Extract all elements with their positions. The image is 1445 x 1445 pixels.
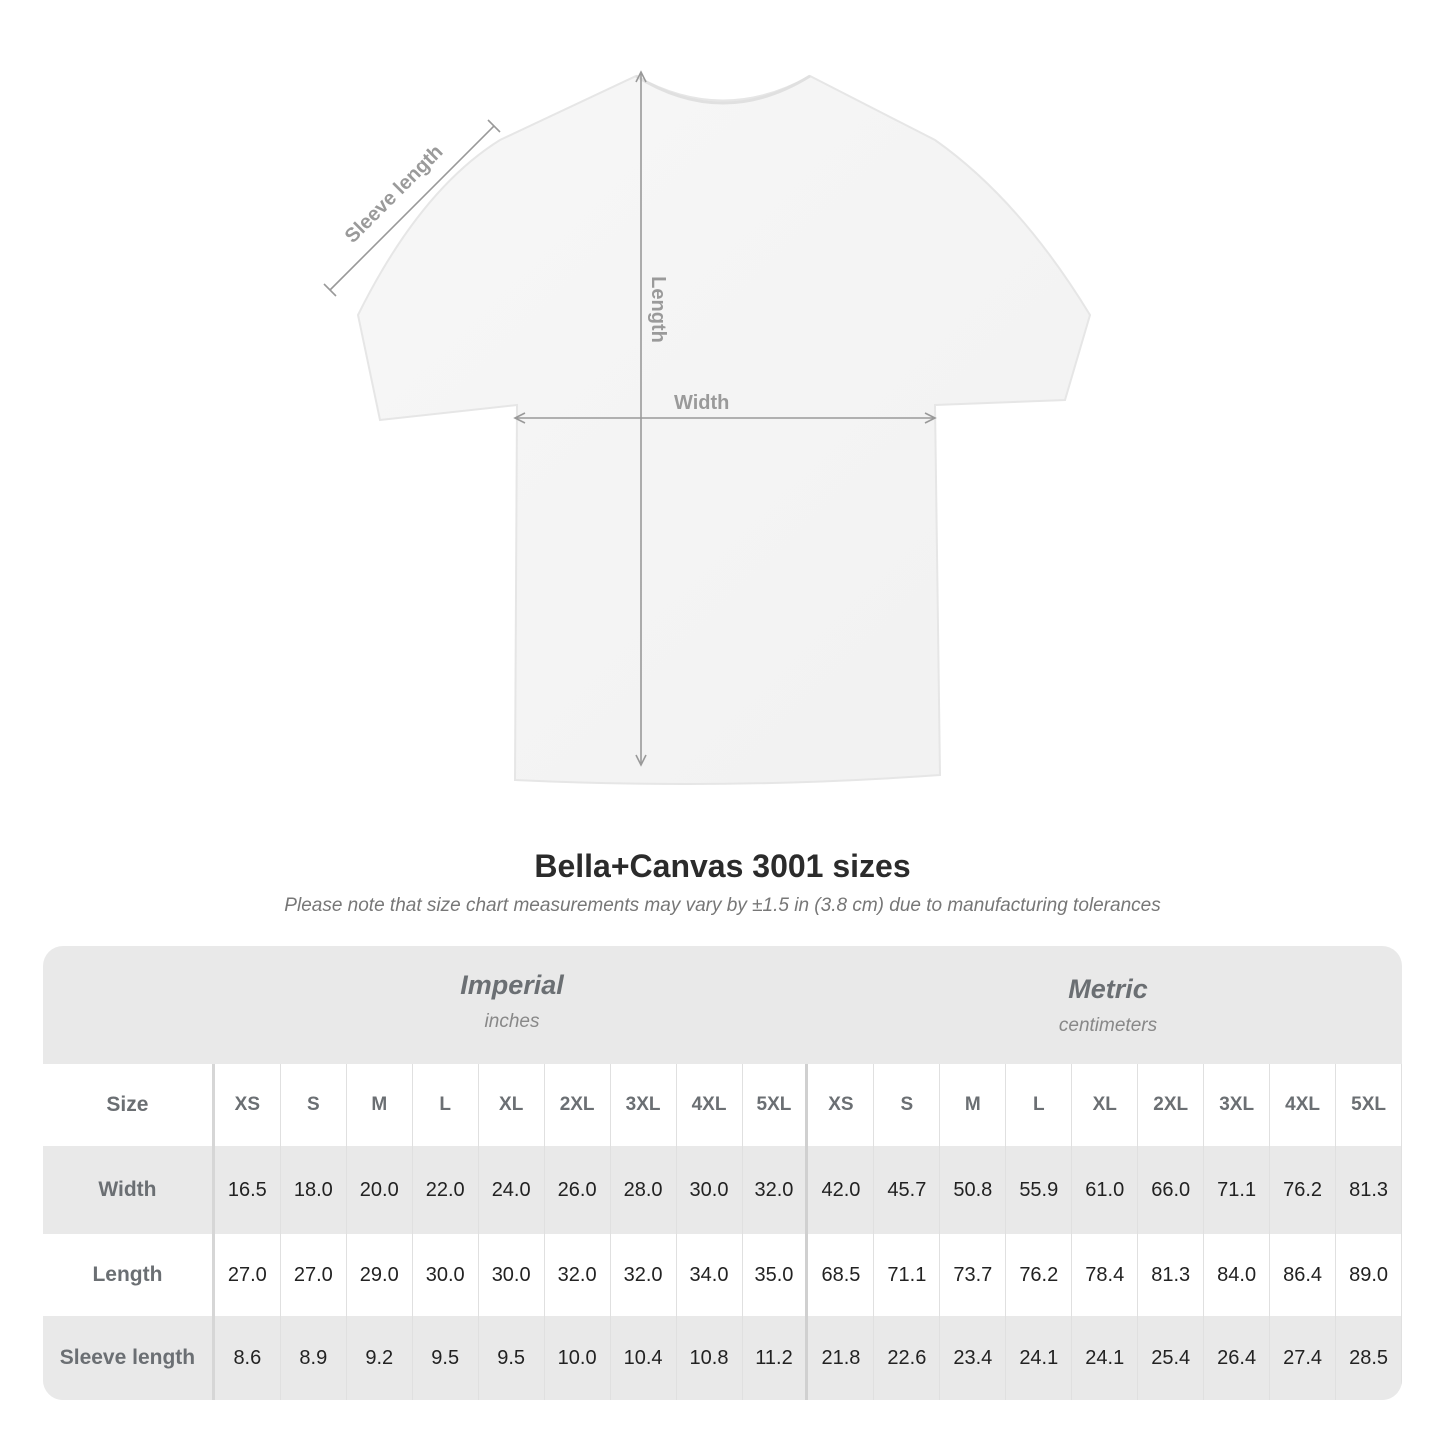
table-cell: 18.0 <box>281 1146 347 1234</box>
table-cell: 10.8 <box>677 1316 743 1400</box>
table-cell: 24.0 <box>479 1146 545 1234</box>
table-cell: 10.4 <box>611 1316 677 1400</box>
table-cell: 66.0 <box>1138 1146 1205 1234</box>
table-cell: 35.0 <box>743 1234 809 1316</box>
table-cell: 8.6 <box>215 1316 281 1400</box>
collar <box>635 74 811 105</box>
table-cell: 29.0 <box>347 1234 413 1316</box>
size-header-cell: 2XL <box>1138 1064 1205 1146</box>
size-header-cell: S <box>281 1064 347 1146</box>
table-cell: 30.0 <box>479 1234 545 1316</box>
table-cell: 25.4 <box>1138 1316 1205 1400</box>
size-header-cell: S <box>874 1064 941 1146</box>
table-cell: 73.7 <box>940 1234 1007 1316</box>
size-header-row: Size XS S M L XL 2XL 3XL 4XL 5XL XS S M L XL 2XL 3XL 4XL 5… <box>43 1064 1402 1146</box>
table-cell: 30.0 <box>413 1234 479 1316</box>
metric-header: Metric centimeters <box>811 974 1402 1037</box>
table-cell: 24.1 <box>1072 1316 1139 1400</box>
imperial-heading: Imperial <box>460 970 564 1000</box>
table-row: Sleeve length 8.6 8.9 9.2 9.5 9.5 10.0 10.4 10.8… <box>43 1316 1402 1400</box>
imperial-unit: inches <box>484 1011 540 1032</box>
table-cell: 27.4 <box>1270 1316 1337 1400</box>
table-cell: 9.5 <box>413 1316 479 1400</box>
table-cell: 9.2 <box>347 1316 413 1400</box>
table-cell: 28.5 <box>1336 1316 1402 1400</box>
table-cell: 22.6 <box>874 1316 941 1400</box>
table-cell: 23.4 <box>940 1316 1007 1400</box>
table-cell: 86.4 <box>1270 1234 1337 1316</box>
table-cell: 9.5 <box>479 1316 545 1400</box>
table-cell: 68.5 <box>808 1234 875 1316</box>
table-cell: 30.0 <box>677 1146 743 1234</box>
table-cell: 22.0 <box>413 1146 479 1234</box>
table-row: Width 16.5 18.0 20.0 22.0 24.0 26.0 28.0 30.0 32.… <box>43 1146 1402 1234</box>
table-cell: 50.8 <box>940 1146 1007 1234</box>
table-cell: 26.4 <box>1204 1316 1271 1400</box>
length-label: Length <box>646 276 669 343</box>
tolerance-note: Please note that size chart measurements… <box>284 895 1161 916</box>
size-header-cell: L <box>1006 1064 1073 1146</box>
row-label: Sleeve length <box>43 1316 215 1400</box>
table-cell: 71.1 <box>1204 1146 1271 1234</box>
size-header-cell: 4XL <box>677 1064 743 1146</box>
size-header-cell: M <box>940 1064 1007 1146</box>
table-cell: 27.0 <box>281 1234 347 1316</box>
table-cell: 34.0 <box>677 1234 743 1316</box>
size-header-cell: XS <box>808 1064 875 1146</box>
table-cell: 11.2 <box>743 1316 809 1400</box>
size-header-cell: XS <box>215 1064 281 1146</box>
table-cell: 20.0 <box>347 1146 413 1234</box>
size-header-cell: 5XL <box>743 1064 809 1146</box>
table-cell: 89.0 <box>1336 1234 1402 1316</box>
table-cell: 61.0 <box>1072 1146 1139 1234</box>
row-label: Length <box>43 1234 215 1316</box>
size-header-cell: 3XL <box>1204 1064 1271 1146</box>
size-table: Imperial inches Metric centimeters Size X… <box>43 946 1402 1400</box>
size-header-cell: XL <box>1072 1064 1139 1146</box>
table-cell: 8.9 <box>281 1316 347 1400</box>
table-cell: 28.0 <box>611 1146 677 1234</box>
table-cell: 32.0 <box>611 1234 677 1316</box>
tshirt-shape <box>356 74 1092 785</box>
sleeve-measure-line <box>329 125 495 291</box>
table-cell: 84.0 <box>1204 1234 1271 1316</box>
table-cell: 32.0 <box>545 1234 611 1316</box>
table-cell: 45.7 <box>874 1146 941 1234</box>
table-cell: 10.0 <box>545 1316 611 1400</box>
table-cell: 76.2 <box>1006 1234 1073 1316</box>
tshirt-diagram <box>323 70 1092 785</box>
imperial-header: Imperial inches <box>215 970 809 1033</box>
table-cell: 81.3 <box>1138 1234 1205 1316</box>
table-cell: 26.0 <box>545 1146 611 1234</box>
table-cell: 27.0 <box>215 1234 281 1316</box>
size-header-cell: L <box>413 1064 479 1146</box>
size-header-cell: 2XL <box>545 1064 611 1146</box>
table-cell: 71.1 <box>874 1234 941 1316</box>
chart-title: Bella+Canvas 3001 sizes <box>534 848 911 884</box>
size-header-cell: 3XL <box>611 1064 677 1146</box>
table-cell: 55.9 <box>1006 1146 1073 1234</box>
table-cell: 81.3 <box>1336 1146 1402 1234</box>
table-row: Length 27.0 27.0 29.0 30.0 30.0 32.0 32.0 34.0 35… <box>43 1234 1402 1316</box>
size-header-cell: M <box>347 1064 413 1146</box>
table-cell: 21.8 <box>808 1316 875 1400</box>
table-cell: 24.1 <box>1006 1316 1073 1400</box>
table-cell: 78.4 <box>1072 1234 1139 1316</box>
table-cell: 76.2 <box>1270 1146 1337 1234</box>
table-cell: 32.0 <box>743 1146 809 1234</box>
size-header-cell: XL <box>479 1064 545 1146</box>
row-label: Size <box>43 1064 215 1146</box>
size-header-cell: 4XL <box>1270 1064 1337 1146</box>
metric-unit: centimeters <box>1058 1015 1158 1036</box>
row-label: Width <box>43 1146 215 1234</box>
size-header-cell: 5XL <box>1336 1064 1402 1146</box>
width-label: Width <box>674 392 730 414</box>
table-cell: 16.5 <box>215 1146 281 1234</box>
metric-heading: Metric <box>1068 974 1148 1004</box>
table-cell: 42.0 <box>808 1146 875 1234</box>
